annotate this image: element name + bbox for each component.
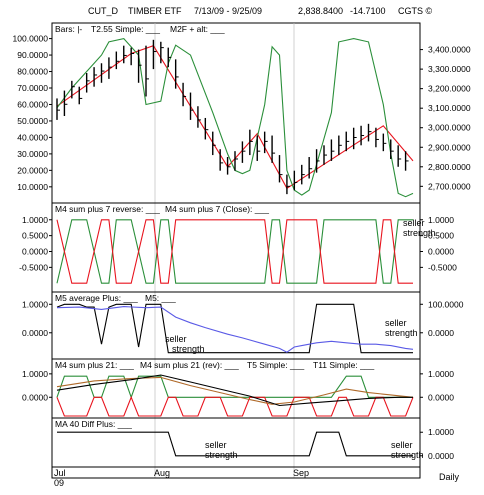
- right-tick-label-price: 2,800.0000: [428, 162, 471, 172]
- series-line-osc4-0: [57, 431, 413, 457]
- right-tick-label-osc2: 100.0000: [428, 299, 464, 309]
- legend-entry-osc1: M4 sum plus 7 (Close): ___: [165, 204, 269, 214]
- right-tick-label-osc4: 1.0000: [428, 427, 454, 437]
- right-tick-label-price: 3,400.0000: [428, 45, 471, 55]
- chart-frame: [51, 22, 421, 468]
- annotation-osc1: seller: [403, 218, 425, 228]
- right-tick-label-osc3: 1.0000: [428, 369, 454, 379]
- right-tick-label-price: 3,200.0000: [428, 84, 471, 94]
- right-tick-label-price: 3,300.0000: [428, 64, 471, 74]
- panel-price: 10.0000 20.0000 30.0000 40.0000 50.0000 60.00…: [13, 24, 471, 198]
- annotation-osc2: seller: [385, 318, 407, 328]
- symbol-label: CUT_D: [88, 6, 119, 16]
- right-tick-label-price: 2,700.0000: [428, 181, 471, 191]
- time-axis: Jul Aug Sep 09 Daily: [51, 466, 460, 488]
- annotation-osc4: strength: [391, 450, 424, 460]
- annotation-osc4: strength: [205, 450, 238, 460]
- legend-entry-osc4: MA 40 Diff Plus: ___: [55, 419, 132, 429]
- series-line-osc3-2: [56, 376, 414, 405]
- left-tick-label-osc3: 0.0000: [22, 392, 48, 402]
- series-line-osc1-0: [56, 219, 413, 284]
- panel-osc1: -0.5000 0.0000 0.5000 1.0000 -0.5000 0.0000 0.…: [19, 202, 457, 284]
- series-line-osc3-1: [56, 395, 414, 417]
- right-tick-label-price: 3,000.0000: [428, 123, 471, 133]
- left-tick-label-osc2: 1.0000: [22, 299, 48, 309]
- legend-entry-osc2: M5: ___: [145, 293, 176, 303]
- left-tick-label-price: 90.0000: [17, 50, 48, 60]
- left-tick-label-price: 40.0000: [17, 132, 48, 142]
- month-label-jul: Jul: [54, 468, 66, 478]
- right-tick-label-osc4: 0.0000: [428, 451, 454, 461]
- left-tick-label-price: 100.0000: [13, 34, 49, 44]
- right-tick-label-osc1: -0.5000: [428, 262, 457, 272]
- left-tick-label-osc1: 0.0000: [22, 247, 48, 257]
- legend-entry-osc2: M5 average Plus: ___: [55, 293, 138, 303]
- right-tick-label-price: 3,100.0000: [428, 103, 471, 113]
- right-tick-label-osc2: 0.0000: [428, 328, 454, 338]
- left-tick-label-osc3: 1.0000: [22, 369, 48, 379]
- left-tick-label-price: 30.0000: [17, 149, 48, 159]
- legend-entry-price: M2F + alt: ___: [170, 24, 225, 34]
- right-tick-label-osc1: 0.5000: [428, 231, 454, 241]
- left-tick-label-osc1: -0.5000: [19, 262, 48, 272]
- left-tick-label-price: 10.0000: [17, 182, 48, 192]
- series-line-price-1: [56, 37, 414, 198]
- panel-osc2: 0.0000 1.0000 0.0000 100.0000 M5 average Plu…: [22, 291, 464, 354]
- instrument-name: TIMBER ETF: [128, 6, 182, 16]
- annotation-osc2: seller: [165, 334, 187, 344]
- time-axis-frame: [51, 466, 421, 479]
- right-tick-label-osc1: 0.0000: [428, 247, 454, 257]
- month-label-sep: Sep: [293, 468, 309, 478]
- month-label-aug: Aug: [154, 468, 170, 478]
- right-tick-label-price: 2,900.0000: [428, 142, 471, 152]
- legend-entry-price: T2.55 Simple: ___: [91, 24, 160, 34]
- series-line-osc1-1: [56, 219, 413, 284]
- last-price: 2,838.8400: [298, 6, 343, 16]
- series-line-osc2-0: [56, 303, 413, 354]
- left-tick-label-price: 20.0000: [17, 165, 48, 175]
- legend-entry-price: Bars: |-: [55, 24, 82, 34]
- annotation-osc1: strength: [403, 228, 436, 238]
- annotation-osc4: seller: [205, 440, 227, 450]
- annotation-osc4: seller: [391, 440, 413, 450]
- right-tick-label-osc3: 0.0000: [428, 392, 454, 402]
- chart-panels: 10.0000 20.0000 30.0000 40.0000 50.0000 60.00…: [13, 22, 471, 478]
- left-tick-label-price: 50.0000: [17, 116, 48, 126]
- year-label: 09: [54, 478, 64, 488]
- copyright-mark: CGTS ©: [398, 6, 433, 16]
- series-line-osc3-3: [56, 374, 413, 407]
- legend-entry-osc3: T5 Simple: ___: [247, 360, 304, 370]
- legend-entry-osc3: M4 sum plus 21 (rev): ___: [140, 360, 239, 370]
- left-tick-label-osc2: 0.0000: [22, 328, 48, 338]
- annotation-osc2: strength: [172, 344, 205, 354]
- period-label: Daily: [439, 472, 460, 482]
- panel-osc3: 0.0000 1.0000 0.0000 1.0000 M4 sum plus 21: …: [22, 358, 454, 417]
- legend-entry-osc3: T11 Simple: ___: [313, 360, 375, 370]
- left-tick-label-price: 60.0000: [17, 99, 48, 109]
- legend-entry-osc1: M4 sum plus 7 reverse: ___: [55, 204, 160, 214]
- legend-entry-osc3: M4 sum plus 21: ___: [55, 360, 134, 370]
- right-tick-label-osc1: 1.0000: [428, 215, 454, 225]
- annotation-osc2: strength: [385, 328, 418, 338]
- left-tick-label-price: 70.0000: [17, 83, 48, 93]
- left-tick-label-osc1: 1.0000: [22, 215, 48, 225]
- left-tick-label-price: 80.0000: [17, 67, 48, 77]
- chart-header: CUT_D TIMBER ETF 7/13/09 - 9/25/09 2,838…: [88, 6, 433, 16]
- date-range: 7/13/09 - 9/25/09: [194, 6, 262, 16]
- left-tick-label-osc1: 0.5000: [22, 231, 48, 241]
- price-change: -14.7100: [350, 6, 386, 16]
- series-line-osc2-1: [56, 306, 414, 353]
